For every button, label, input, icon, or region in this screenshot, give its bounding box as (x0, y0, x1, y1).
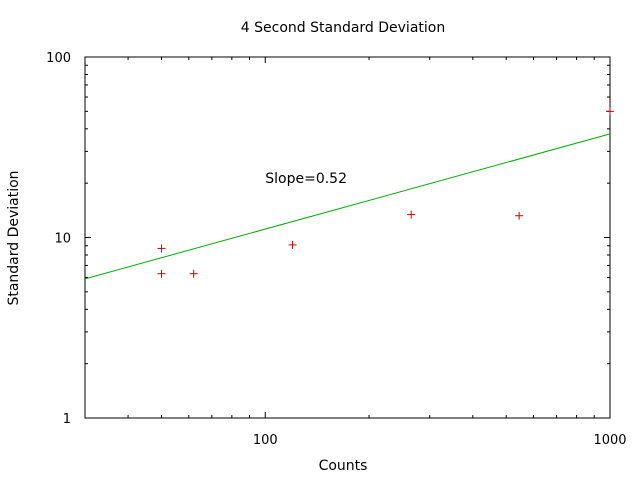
axis-ticks (84, 56, 611, 419)
slope-annotation: Slope=0.52 (265, 171, 347, 187)
data-point (606, 107, 614, 116)
x-axis-label: Counts (319, 458, 368, 474)
data-point (157, 244, 166, 253)
data-points (157, 107, 614, 278)
annotations: Slope=0.52 (265, 171, 347, 187)
data-point (157, 269, 166, 278)
data-point (407, 210, 416, 219)
y-tick-label: 100 (46, 51, 71, 66)
axis-tick-labels: 100 1000 1 10 100 (46, 51, 626, 448)
chart-title: 4 Second Standard Deviation (241, 20, 445, 36)
x-tick-label: 100 (253, 433, 278, 448)
fit-line-group (84, 133, 611, 280)
fit-line (84, 133, 611, 280)
x-tick-label: 1000 (593, 433, 626, 448)
y-tick-label: 10 (54, 232, 71, 247)
y-axis-label: Standard Deviation (6, 170, 22, 305)
y-tick-label: 1 (63, 412, 71, 427)
data-point (515, 211, 524, 220)
data-point (189, 269, 198, 278)
data-point (288, 240, 297, 249)
